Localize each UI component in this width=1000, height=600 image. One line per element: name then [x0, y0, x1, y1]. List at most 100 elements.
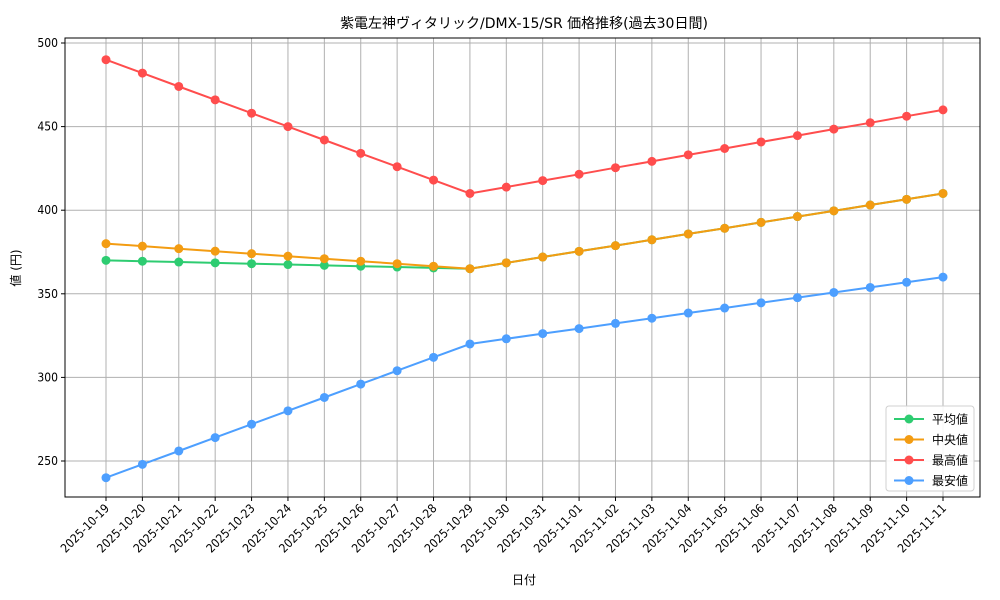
data-point — [647, 156, 657, 166]
data-point — [574, 169, 584, 179]
data-point — [501, 182, 511, 192]
data-point — [137, 68, 147, 78]
data-point — [792, 212, 802, 222]
data-point — [647, 313, 657, 323]
series-3 — [101, 272, 948, 483]
y-tick-label: 250 — [37, 454, 58, 468]
chart-title: 紫電左神ヴィタリック/DMX-15/SR 価格推移(過去30日間) — [340, 15, 708, 32]
y-tick-label: 350 — [37, 287, 58, 301]
legend-label: 平均値 — [932, 412, 968, 427]
data-point — [283, 251, 293, 261]
legend-marker-icon — [904, 455, 914, 465]
series-1 — [101, 188, 948, 274]
y-tick-label: 300 — [37, 370, 58, 384]
data-point — [247, 259, 257, 269]
data-point — [137, 459, 147, 469]
data-point — [283, 260, 293, 270]
legend-item: 最高値 — [894, 453, 968, 468]
data-point — [210, 246, 220, 256]
series-group — [101, 55, 948, 483]
data-point — [465, 339, 475, 349]
legend-label: 最安値 — [932, 473, 968, 488]
data-point — [174, 257, 184, 267]
data-point — [574, 246, 584, 256]
data-point — [356, 379, 366, 389]
x-axis-title: 日付 — [512, 573, 536, 587]
data-point — [829, 287, 839, 297]
data-point — [137, 256, 147, 266]
data-point — [174, 81, 184, 91]
data-point — [756, 137, 766, 147]
data-point — [247, 249, 257, 259]
data-point — [319, 392, 329, 402]
data-point — [756, 217, 766, 227]
data-point — [902, 111, 912, 121]
data-point — [429, 175, 439, 185]
y-axis-title: 値 (円) — [8, 249, 23, 286]
data-point — [938, 272, 948, 282]
data-point — [683, 308, 693, 318]
data-point — [356, 148, 366, 158]
data-point — [938, 188, 948, 198]
x-axis-ticks: 2025-10-192025-10-202025-10-212025-10-22… — [58, 497, 949, 555]
legend-item: 中央値 — [894, 432, 968, 447]
grid-lines — [65, 38, 980, 497]
data-point — [501, 334, 511, 344]
data-point — [101, 55, 111, 65]
data-point — [501, 258, 511, 268]
data-point — [792, 293, 802, 303]
y-axis-ticks: 250 300 350 400 450 500 — [37, 36, 65, 468]
plot-frame — [64, 37, 981, 498]
data-point — [137, 241, 147, 251]
data-point — [720, 144, 730, 154]
data-point — [319, 254, 329, 264]
y-tick-label: 450 — [37, 120, 58, 134]
data-point — [392, 366, 402, 376]
data-point — [829, 206, 839, 216]
data-point — [356, 256, 366, 266]
data-point — [429, 352, 439, 362]
data-point — [429, 261, 439, 271]
data-point — [392, 259, 402, 269]
data-point — [938, 105, 948, 115]
data-point — [865, 118, 875, 128]
series-line — [105, 192, 944, 270]
data-point — [319, 135, 329, 145]
data-point — [610, 241, 620, 251]
data-point — [902, 277, 912, 287]
legend-marker-icon — [904, 414, 914, 424]
y-tick-label: 500 — [37, 36, 58, 50]
legend-item: 平均値 — [894, 412, 968, 427]
data-point — [683, 150, 693, 160]
data-point — [610, 163, 620, 173]
data-point — [756, 298, 766, 308]
data-point — [720, 303, 730, 313]
data-point — [101, 239, 111, 249]
data-point — [574, 324, 584, 334]
data-point — [247, 419, 257, 429]
data-point — [538, 176, 548, 186]
data-point — [792, 131, 802, 141]
data-point — [319, 260, 329, 270]
data-point — [865, 282, 875, 292]
series-line — [105, 276, 944, 479]
data-point — [465, 264, 475, 274]
data-point — [283, 406, 293, 416]
data-point — [174, 446, 184, 456]
data-point — [829, 124, 839, 134]
y-tick-label: 400 — [37, 203, 58, 217]
data-point — [610, 318, 620, 328]
legend-label: 中央値 — [932, 432, 968, 447]
legend-marker-icon — [904, 476, 914, 485]
data-point — [101, 473, 111, 483]
data-point — [647, 235, 657, 245]
data-point — [538, 329, 548, 339]
data-point — [392, 162, 402, 172]
data-point — [174, 244, 184, 254]
data-point — [720, 223, 730, 233]
data-point — [683, 229, 693, 239]
data-point — [247, 108, 257, 118]
data-point — [210, 95, 220, 105]
